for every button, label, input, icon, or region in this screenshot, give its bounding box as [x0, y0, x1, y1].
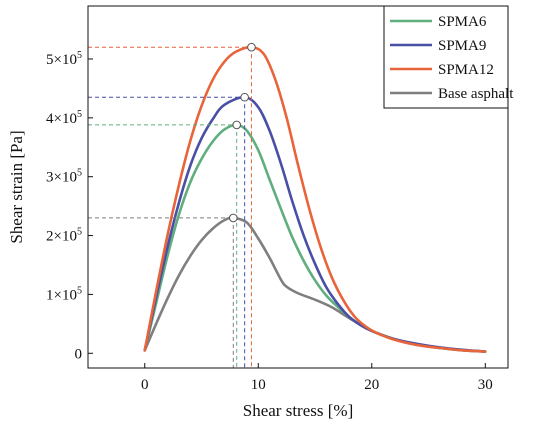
y-axis-ticks: 0 1×105 2×105 3×105 4×105 5×105 — [46, 50, 93, 362]
peak-marker-spma9 — [240, 92, 249, 102]
y-tick-label: 1×105 — [46, 285, 82, 303]
x-tick-label: 30 — [478, 377, 493, 393]
legend-label-base-asphalt: Base asphalt — [438, 86, 514, 102]
legend-box — [383, 5, 509, 109]
legend-label-spma12: SPMA12 — [438, 62, 494, 78]
series-line-base-asphalt — [143, 216, 487, 353]
y-tick-label: 0 — [75, 346, 83, 362]
x-tick-label: 10 — [251, 377, 266, 393]
peak-marker-base-asphalt — [228, 213, 238, 223]
x-axis-label: Shear stress [%] — [243, 401, 353, 420]
y-tick-label: 5×105 — [46, 50, 82, 68]
legend: SPMA6 SPMA9 SPMA12 Base asphalt — [383, 5, 514, 109]
y-tick-label: 3×105 — [46, 168, 82, 186]
x-tick-label: 0 — [141, 377, 149, 393]
series-line-spma6 — [143, 123, 487, 353]
legend-label-spma6: SPMA6 — [438, 14, 487, 30]
peak-markers — [228, 42, 256, 223]
plot-frame — [87, 5, 509, 369]
peak-marker-spma6 — [232, 120, 242, 130]
y-tick-label: 2×105 — [46, 227, 82, 245]
y-tick-label: 4×105 — [46, 109, 82, 127]
x-tick-label: 20 — [364, 377, 379, 393]
y-axis-label: Shear strain [Pa] — [7, 130, 26, 243]
series-lines — [143, 45, 487, 353]
x-axis-ticks: 0 10 20 30 — [141, 363, 493, 393]
legend-label-spma9: SPMA9 — [438, 38, 486, 54]
series-line-spma9 — [143, 95, 487, 353]
peak-marker-spma12 — [247, 42, 256, 52]
peak-guides — [88, 46, 252, 368]
series-line-spma12 — [143, 45, 487, 353]
